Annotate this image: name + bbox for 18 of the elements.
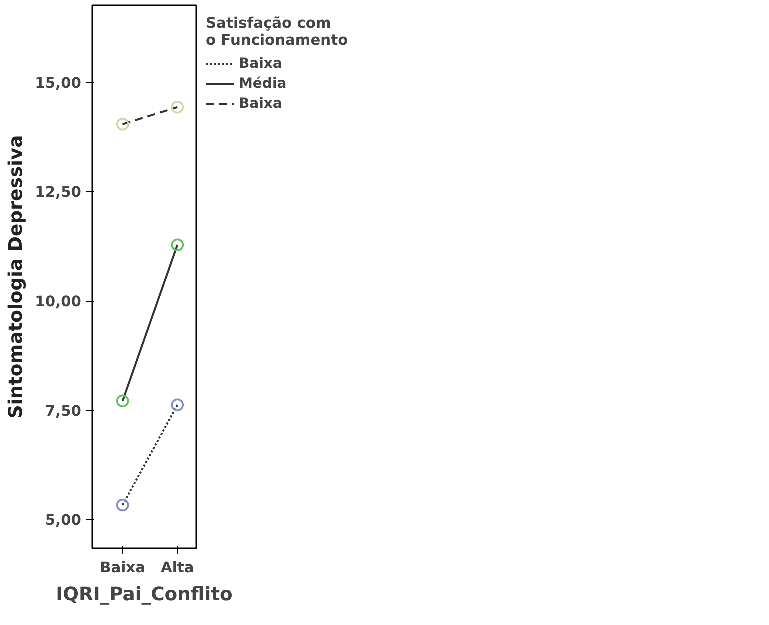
y-tick-label: 5,00 [45, 512, 82, 530]
y-tick-label: 12,50 [35, 184, 82, 202]
point [171, 100, 184, 114]
legend-label: Baixa [239, 56, 282, 72]
legend-label: Baixa [239, 96, 282, 112]
legend-title: Satisfação com o Funcionamento [206, 15, 348, 49]
x-axis-title: IQRI_Pai_Conflito [56, 584, 234, 606]
y-axis-title: Sintomatologia Depressiva [6, 135, 28, 419]
legend-label: Média [239, 76, 287, 92]
point [116, 118, 130, 131]
y-tick-label: 7,50 [45, 402, 82, 420]
y-tick-label: 10,00 [35, 294, 82, 311]
x-tick-label: Alta [161, 560, 194, 576]
point [116, 498, 130, 512]
point [171, 238, 184, 252]
y-tick-label: 15,00 [35, 74, 82, 92]
point [171, 398, 184, 412]
point [116, 394, 130, 408]
